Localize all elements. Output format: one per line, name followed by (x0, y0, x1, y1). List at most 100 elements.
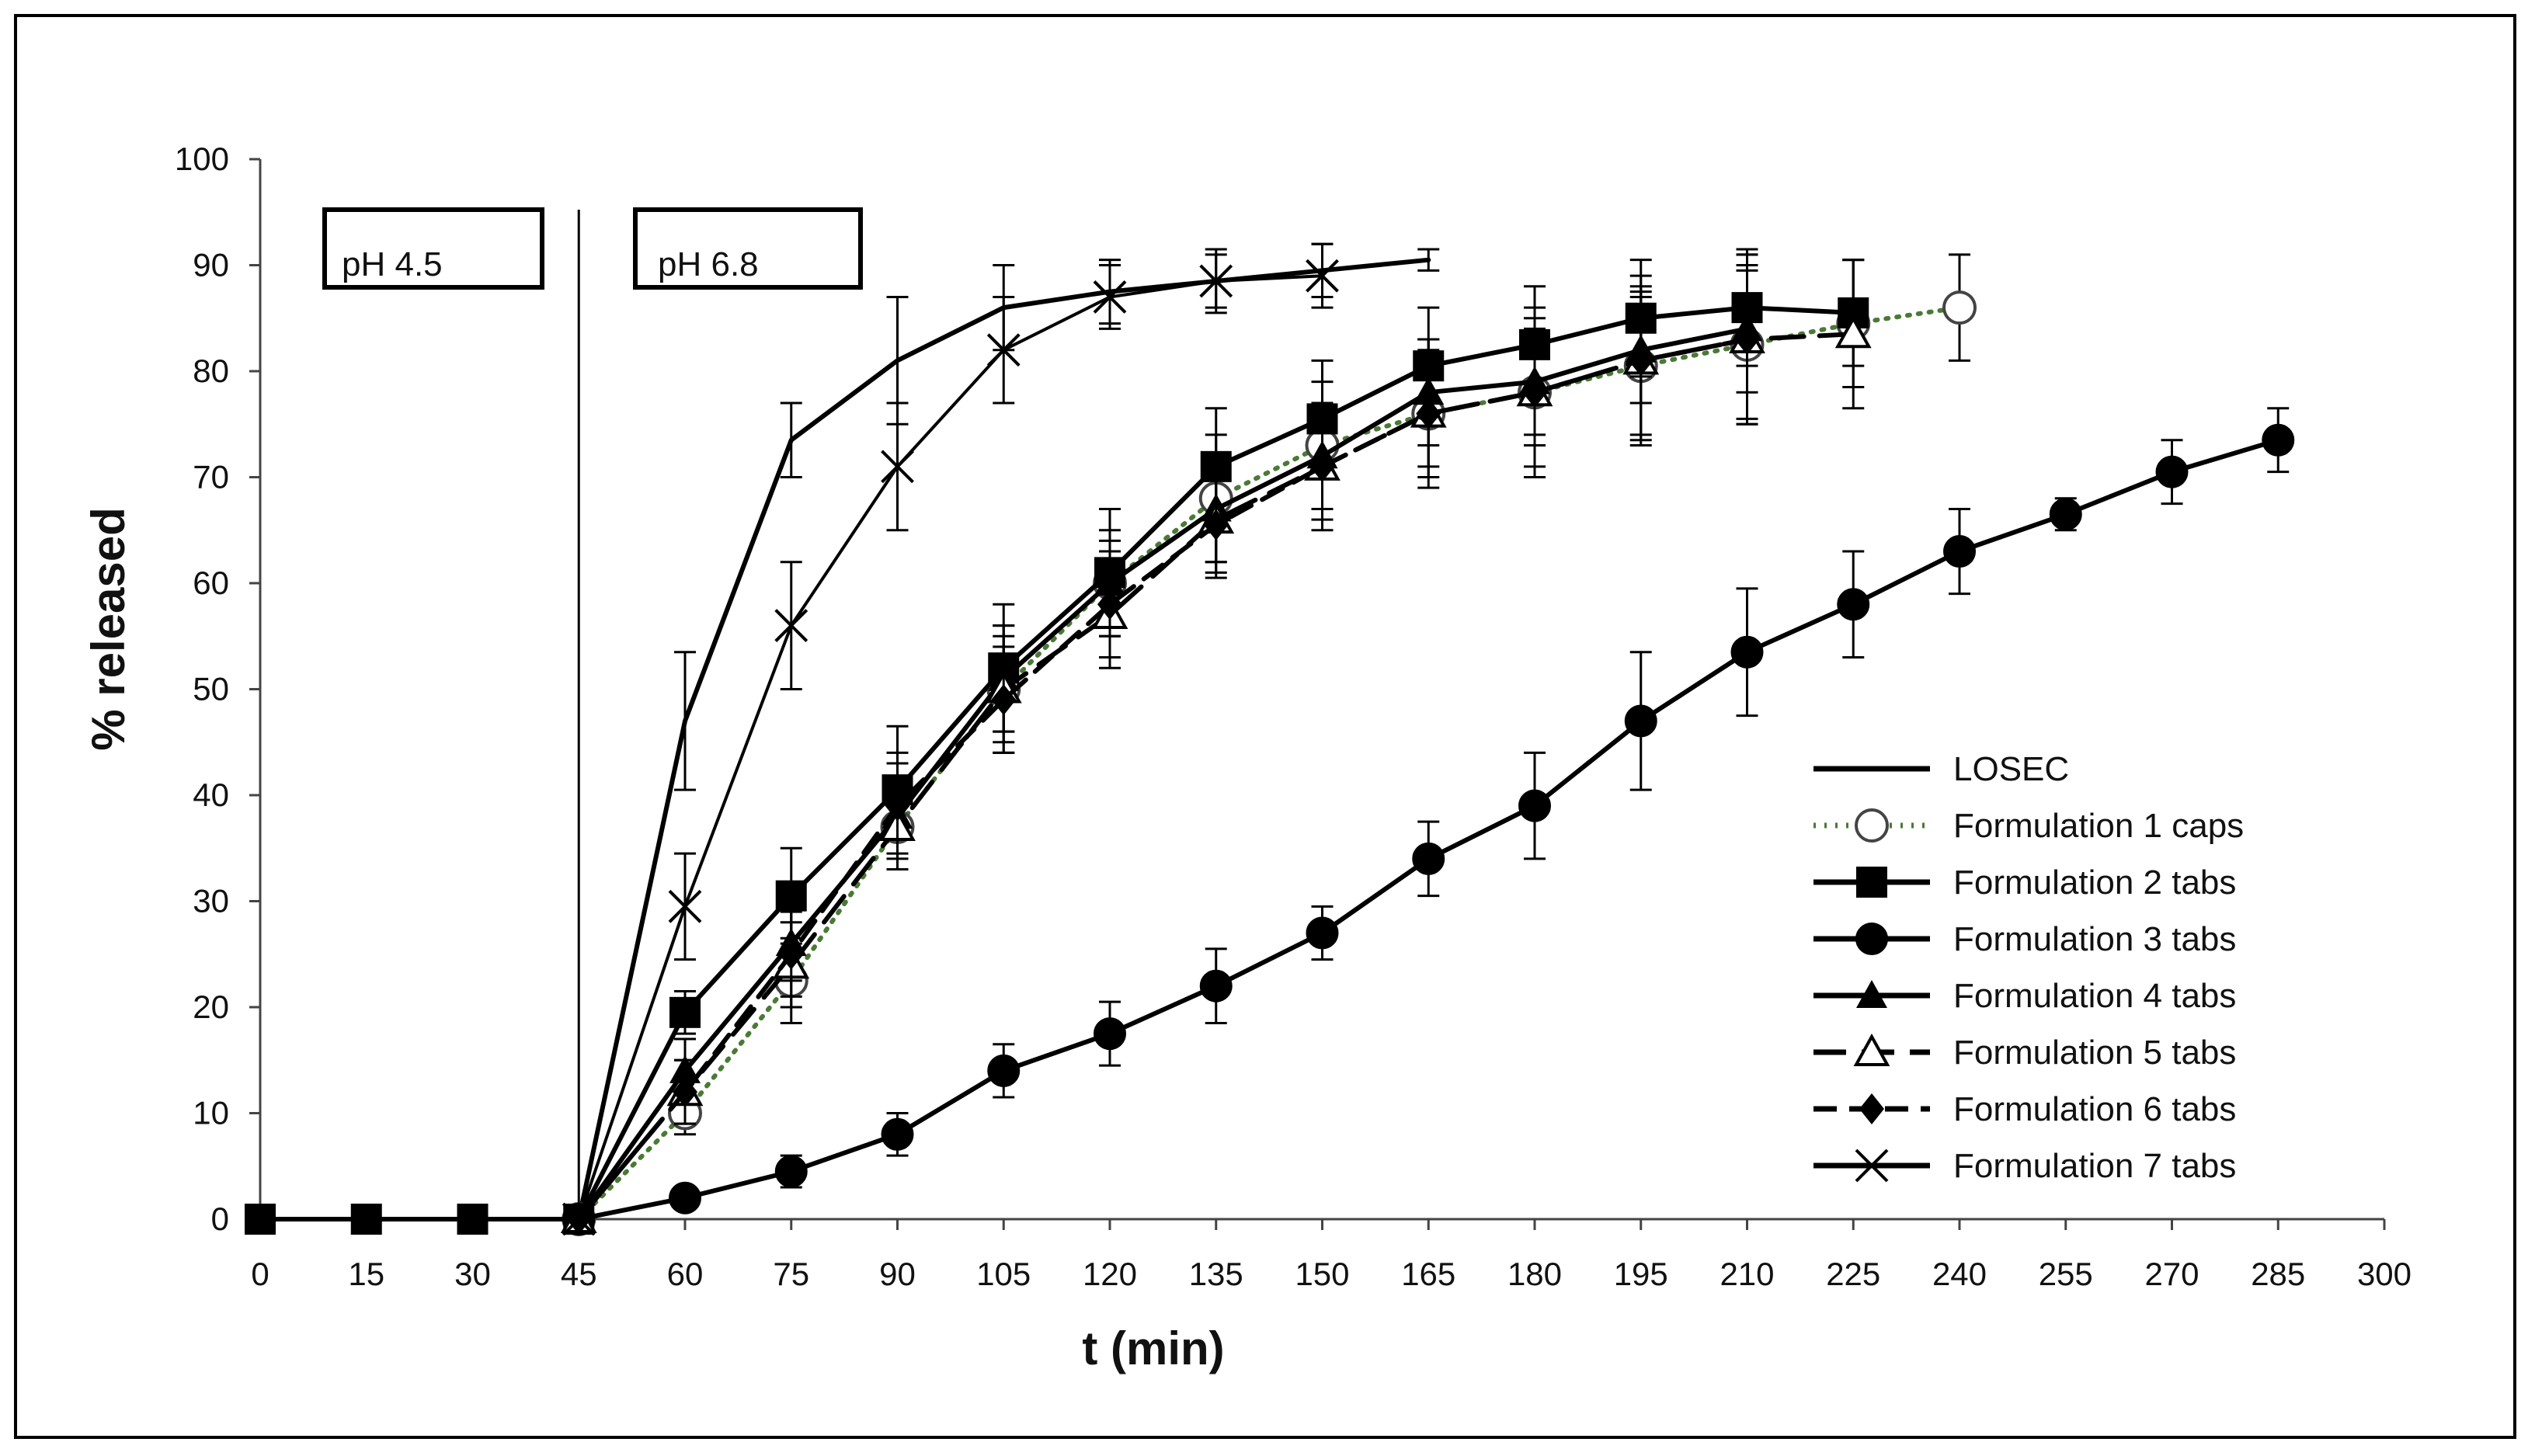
legend-marker (1856, 867, 1887, 898)
data-point (350, 1204, 382, 1235)
x-tick-label: 165 (1401, 1256, 1455, 1292)
data-point (1412, 842, 1445, 875)
x-tick-label: 240 (1932, 1256, 1987, 1292)
data-point (986, 333, 1021, 367)
x-tick-label: 300 (2357, 1256, 2412, 1292)
legend-item-formulation-5-tabs: Formulation 5 tabs (1813, 1033, 2236, 1072)
series-line (576, 337, 1750, 1221)
data-point (991, 684, 1017, 716)
legend-label: Formulation 6 tabs (1953, 1090, 2236, 1128)
data-point (774, 1155, 808, 1188)
data-point (1942, 290, 1977, 325)
x-tick-label: 120 (1083, 1256, 1137, 1292)
x-tick-label: 270 (2144, 1256, 2199, 1292)
series-layer (245, 242, 2295, 1236)
legend-marker (1853, 1033, 1890, 1066)
data-point (1306, 259, 1339, 293)
x-marker-stroke (881, 450, 914, 484)
x-tick-label: 225 (1826, 1256, 1880, 1292)
data-point (245, 1204, 276, 1235)
series-formulation-5-tabs (560, 253, 1872, 1233)
legend-label: Formulation 7 tabs (1953, 1147, 2236, 1185)
legend-label: LOSEC (1953, 750, 2069, 788)
x-tick-label: 105 (976, 1256, 1031, 1292)
data-point (2155, 455, 2189, 488)
data-point (669, 996, 701, 1028)
y-tick-label: 20 (193, 989, 229, 1025)
x-tick-label: 15 (348, 1256, 384, 1292)
x-tick-label: 135 (1189, 1256, 1243, 1292)
series-formulation-2-tabs (245, 248, 1869, 1235)
legend-item-losec: LOSEC (1813, 750, 2069, 788)
x-tick-label: 0 (251, 1256, 269, 1292)
data-point (1093, 280, 1127, 314)
x-tick-label: 90 (879, 1256, 916, 1292)
axes: 0 10 20 30 40 50 60 70 80 90 100 0 15 30 45 60 75 90 105 12… (175, 141, 2412, 1292)
series-formulation-3-tabs (562, 407, 2295, 1235)
x-axis-title: t (min) (1082, 1322, 1224, 1374)
data-point (1834, 315, 1872, 349)
data-point (987, 1054, 1021, 1087)
legend: LOSEC Formulation 1 caps Formulation 2 tab… (1813, 750, 2244, 1185)
ph-4-5-box (322, 207, 544, 290)
x-marker-stroke (1199, 264, 1233, 298)
x-tick-label: 255 (2039, 1256, 2093, 1292)
series-formulation-1-caps (562, 253, 1977, 1236)
x-tick-label: 180 (1507, 1256, 1562, 1292)
y-tick-label: 10 (193, 1095, 229, 1131)
x-tick-label: 75 (773, 1256, 809, 1292)
data-point (673, 1076, 697, 1108)
data-point (778, 938, 804, 970)
x-marker-stroke (1093, 280, 1127, 314)
data-point (1734, 324, 1760, 356)
data-point (885, 790, 910, 822)
y-tick-label: 30 (193, 883, 229, 919)
x-tick-label: 210 (1720, 1256, 1774, 1292)
data-point (562, 1202, 596, 1236)
legend-item-formulation-2-tabs: Formulation 2 tabs (1813, 864, 2236, 902)
x-tick-label: 30 (454, 1256, 491, 1292)
x-tick-label: 150 (1295, 1256, 1349, 1292)
legend-label: Formulation 3 tabs (1953, 920, 2236, 958)
y-axis-title: % released (82, 507, 134, 751)
series-formulation-7-tabs (562, 242, 1339, 1236)
data-point (774, 609, 808, 643)
x-tick-label: 45 (561, 1256, 597, 1292)
y-tick-label: 40 (193, 777, 229, 813)
x-marker-stroke (986, 333, 1021, 367)
ph-annotations: pH 4.5 pH 6.8 (322, 207, 863, 290)
series-line (576, 305, 1962, 1221)
data-point (1943, 535, 1976, 568)
ph-6-8-label: pH 6.8 (658, 245, 759, 283)
series-line (258, 305, 1856, 1221)
data-point (1730, 635, 1764, 669)
data-point (1203, 509, 1229, 540)
x-marker-stroke (1855, 1148, 1889, 1183)
data-point (1522, 377, 1547, 408)
series-formulation-6-tabs (566, 253, 1760, 1235)
data-point (1518, 789, 1551, 822)
data-point (1837, 588, 1870, 621)
data-point (1199, 969, 1233, 1003)
data-point (457, 1204, 489, 1235)
legend-label: Formulation 1 caps (1953, 807, 2244, 845)
x-tick-label: 195 (1614, 1256, 1668, 1292)
x-marker-stroke (1306, 259, 1339, 293)
y-tick-label: 60 (193, 565, 229, 601)
data-point (1628, 345, 1653, 377)
ph-6-8-box (633, 207, 863, 290)
legend-item-formulation-3-tabs: Formulation 3 tabs (1813, 920, 2236, 958)
data-point (1094, 1017, 1126, 1051)
legend-marker (1859, 1093, 1884, 1124)
legend-marker (1855, 808, 1889, 843)
x-marker-stroke (774, 609, 808, 643)
data-point (881, 1117, 914, 1151)
data-point (668, 889, 702, 923)
legend-label: Formulation 2 tabs (1953, 864, 2236, 902)
legend-marker (1855, 923, 1888, 955)
data-point (669, 1181, 701, 1214)
data-point (1624, 704, 1657, 738)
data-point (1416, 398, 1441, 429)
ph-4-5-label: pH 4.5 (342, 245, 443, 283)
